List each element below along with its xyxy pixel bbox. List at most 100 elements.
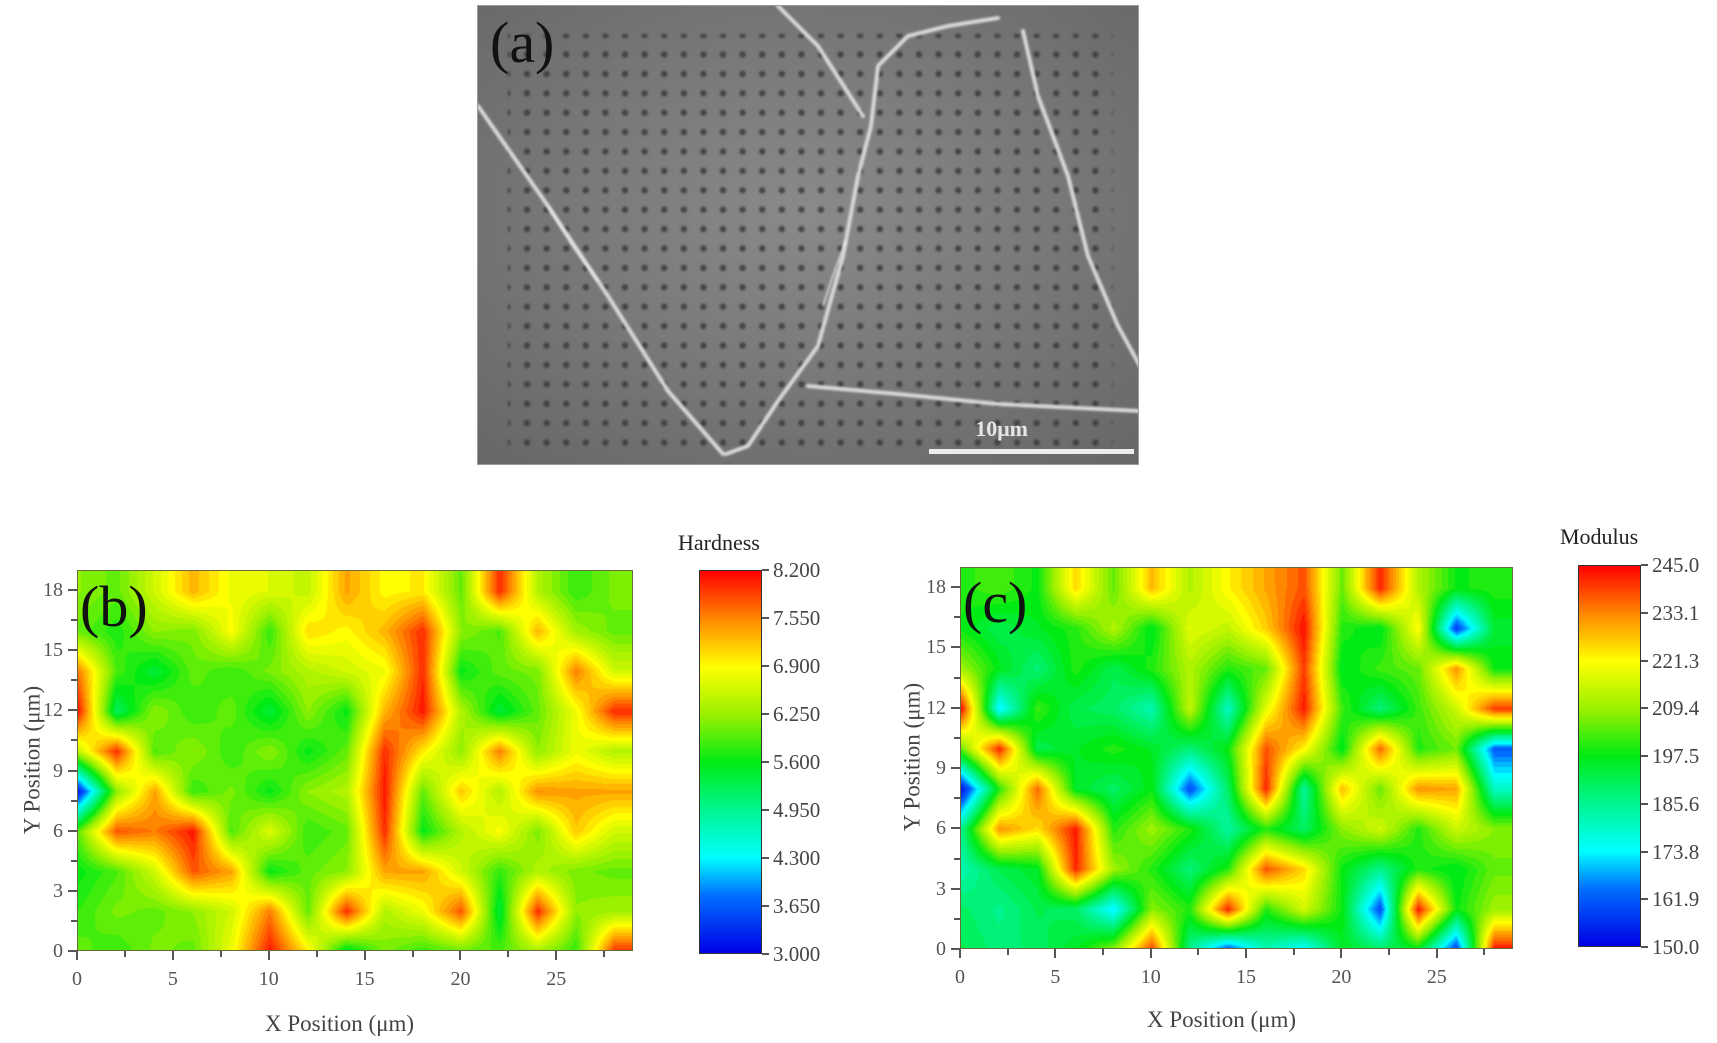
- colorbar-tick: [762, 569, 769, 571]
- panel-label-c: (c): [963, 570, 1028, 635]
- y-major-tick: [951, 827, 960, 830]
- y-minor-tick: [71, 739, 77, 742]
- colorbar-tick: [762, 617, 769, 619]
- colorbar-tick-label: 8.200: [773, 558, 821, 582]
- y-axis-title: Y Position (μm): [19, 685, 45, 835]
- x-minor-tick: [411, 951, 414, 957]
- sem-image: [478, 6, 1138, 464]
- colorbar-tick: [762, 713, 769, 715]
- x-tick-label: 20: [1331, 966, 1352, 988]
- x-minor-tick: [123, 951, 126, 957]
- colorbar-tick: [762, 665, 769, 667]
- colorbar-tick: [1641, 802, 1648, 805]
- y-major-tick: [951, 646, 960, 649]
- y-major-tick: [68, 889, 77, 892]
- y-major-tick: [951, 586, 960, 589]
- x-minor-tick: [1483, 949, 1486, 955]
- colorbar-tick-label: 7.550: [773, 606, 821, 630]
- hardness-heatmap: [77, 570, 633, 951]
- y-major-tick: [68, 950, 77, 952]
- colorbar-tick: [762, 857, 769, 859]
- y-tick-label: 15: [43, 639, 63, 662]
- y-minor-tick: [71, 619, 77, 622]
- x-major-tick: [76, 951, 78, 960]
- scalebar-label: 10μm: [975, 416, 1028, 441]
- x-tick-label: 20: [450, 968, 471, 990]
- x-axis-title: X Position (μm): [1147, 1007, 1297, 1032]
- y-minor-tick: [71, 919, 77, 922]
- scalebar: [929, 449, 1134, 454]
- x-major-tick: [363, 951, 366, 960]
- x-tick-label: 15: [354, 968, 375, 990]
- x-tick-label: 5: [167, 968, 178, 990]
- y-tick-label: 0: [53, 940, 63, 962]
- y-tick-label: 18: [926, 576, 946, 599]
- colorbar-tick-label: 150.0: [1652, 935, 1700, 959]
- colorbar-tick: [762, 953, 769, 955]
- y-minor-tick: [954, 797, 960, 800]
- y-minor-tick: [71, 859, 77, 862]
- colorbar-tick: [762, 905, 769, 907]
- colorbar-tick-label: 233.1: [1652, 600, 1700, 625]
- y-minor-tick: [71, 679, 77, 682]
- colorbar-tick-label: 209.4: [1652, 696, 1700, 721]
- x-major-tick: [555, 951, 558, 960]
- y-minor-tick: [954, 736, 960, 739]
- colorbar-tick-label: 3.650: [773, 894, 821, 918]
- colorbar-tick-label: 161.9: [1652, 887, 1700, 912]
- x-major-tick: [1054, 949, 1057, 958]
- colorbar-tick-label: 6.900: [773, 654, 821, 678]
- x-minor-tick: [219, 951, 222, 957]
- y-tick-label: 6: [53, 819, 63, 842]
- hardness-colorbar: [699, 570, 762, 954]
- y-tick-label: 18: [43, 579, 63, 602]
- colorbar-tick: [1641, 707, 1648, 710]
- x-minor-tick: [507, 951, 510, 957]
- y-major-tick: [951, 706, 960, 709]
- y-major-tick: [68, 589, 77, 592]
- x-minor-tick: [1102, 949, 1105, 955]
- colorbar-tick-label: 245.0: [1652, 553, 1700, 577]
- panel-label-a: (a): [490, 10, 555, 75]
- colorbar-tick: [1641, 946, 1648, 948]
- colorbar-tick-label: 173.8: [1652, 839, 1700, 864]
- x-major-tick: [959, 949, 961, 958]
- x-tick-label: 0: [955, 966, 965, 988]
- x-tick-label: 25: [1426, 966, 1447, 988]
- y-tick-label: 12: [43, 699, 63, 722]
- y-minor-tick: [71, 799, 77, 802]
- x-minor-tick: [1292, 949, 1295, 955]
- y-major-tick: [68, 769, 77, 772]
- x-major-tick: [459, 951, 462, 960]
- modulus-heatmap: [960, 567, 1513, 949]
- modulus-colorbar-title: Modulus: [1560, 524, 1639, 549]
- y-tick-label: 3: [936, 877, 946, 900]
- colorbar-tick: [1641, 659, 1648, 662]
- x-tick-label: 10: [1140, 966, 1161, 988]
- x-tick-label: 10: [258, 968, 279, 990]
- colorbar-tick: [1641, 564, 1648, 566]
- x-tick-label: 0: [72, 968, 82, 990]
- y-major-tick: [951, 948, 960, 950]
- colorbar-tick: [1641, 898, 1648, 901]
- colorbar-tick-label: 185.6: [1652, 791, 1700, 816]
- y-tick-label: 9: [936, 757, 946, 780]
- sem-micrograph: (a) 10μm: [477, 5, 1139, 465]
- y-minor-tick: [954, 616, 960, 619]
- colorbar-tick: [762, 809, 769, 811]
- colorbar-tick: [1641, 611, 1648, 614]
- y-tick-label: 0: [936, 938, 946, 960]
- y-axis-title: Y Position (μm): [899, 682, 925, 832]
- colorbar-tick: [762, 761, 769, 763]
- modulus-colorbar: [1578, 565, 1641, 947]
- y-tick-label: 9: [53, 759, 63, 782]
- x-major-tick: [267, 951, 270, 960]
- y-major-tick: [68, 829, 77, 832]
- x-minor-tick: [603, 951, 606, 957]
- y-tick-label: 12: [926, 696, 946, 719]
- hardness-colorbar-title: Hardness: [678, 530, 760, 555]
- y-minor-tick: [954, 917, 960, 920]
- x-major-tick: [171, 951, 174, 960]
- y-tick-label: 3: [53, 879, 63, 902]
- y-major-tick: [68, 649, 77, 652]
